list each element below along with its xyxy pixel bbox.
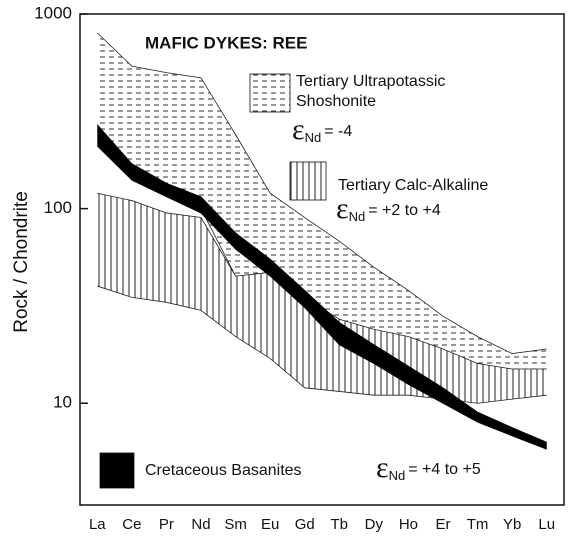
y-tick-label: 1000	[34, 3, 72, 22]
chart-title: MAFIC DYKES: REE	[145, 33, 307, 52]
x-tick-label: Yb	[503, 516, 521, 533]
epsilon-subscript: Nd	[349, 209, 366, 224]
epsilon-annotation: εNd = -4	[292, 113, 352, 146]
x-tick-label: Eu	[261, 516, 279, 533]
x-tick-label: Pr	[159, 516, 174, 533]
legend-label: Tertiary Calc-Alkaline	[338, 177, 489, 194]
epsilon-symbol: ε	[376, 451, 389, 484]
epsilon-annotation: εNd = +2 to +4	[336, 192, 441, 225]
x-tick-label: Nd	[191, 516, 210, 533]
epsilon-annotation: εNd = +4 to +5	[376, 451, 481, 484]
band-lower-edge	[97, 285, 547, 404]
legend-swatch	[289, 161, 327, 201]
y-tick-label: 10	[53, 393, 72, 412]
band-area	[97, 32, 547, 375]
epsilon-text: = -4	[324, 123, 352, 140]
legend-label: Cretaceous Basanites	[145, 462, 302, 479]
x-tick-label: Gd	[295, 516, 315, 533]
epsilon-text: = +4 to +5	[408, 461, 481, 478]
epsilon-text: = +2 to +4	[368, 202, 441, 219]
band-upper-edge	[96, 124, 547, 443]
y-axis-label: Rock / Chondrite	[11, 191, 32, 333]
epsilon-symbol: ε	[336, 192, 349, 225]
legend-swatch	[249, 73, 291, 113]
y-tick-label: 100	[44, 198, 72, 217]
epsilon-subscript: Nd	[305, 130, 322, 145]
x-tick-label: Ho	[399, 516, 418, 533]
x-tick-label: Tb	[331, 516, 349, 533]
epsilon-subscript: Nd	[389, 468, 406, 483]
x-tick-label: Tm	[467, 516, 489, 533]
plot-frame	[79, 13, 565, 506]
x-tick-label: Lu	[538, 516, 555, 533]
band-area	[97, 193, 547, 404]
legend-swatch	[99, 452, 135, 489]
epsilon-symbol: ε	[292, 113, 305, 146]
band-lower-edge	[97, 145, 547, 450]
legend-label: Tertiary Ultrapotassic Shoshonite	[296, 73, 446, 110]
x-tick-label: Ce	[122, 516, 141, 533]
x-tick-label: Sm	[224, 516, 247, 533]
x-tick-label: Dy	[365, 516, 384, 533]
band-upper-edge	[97, 32, 547, 354]
x-tick-label: La	[89, 516, 106, 533]
x-tick-label: Er	[436, 516, 451, 533]
